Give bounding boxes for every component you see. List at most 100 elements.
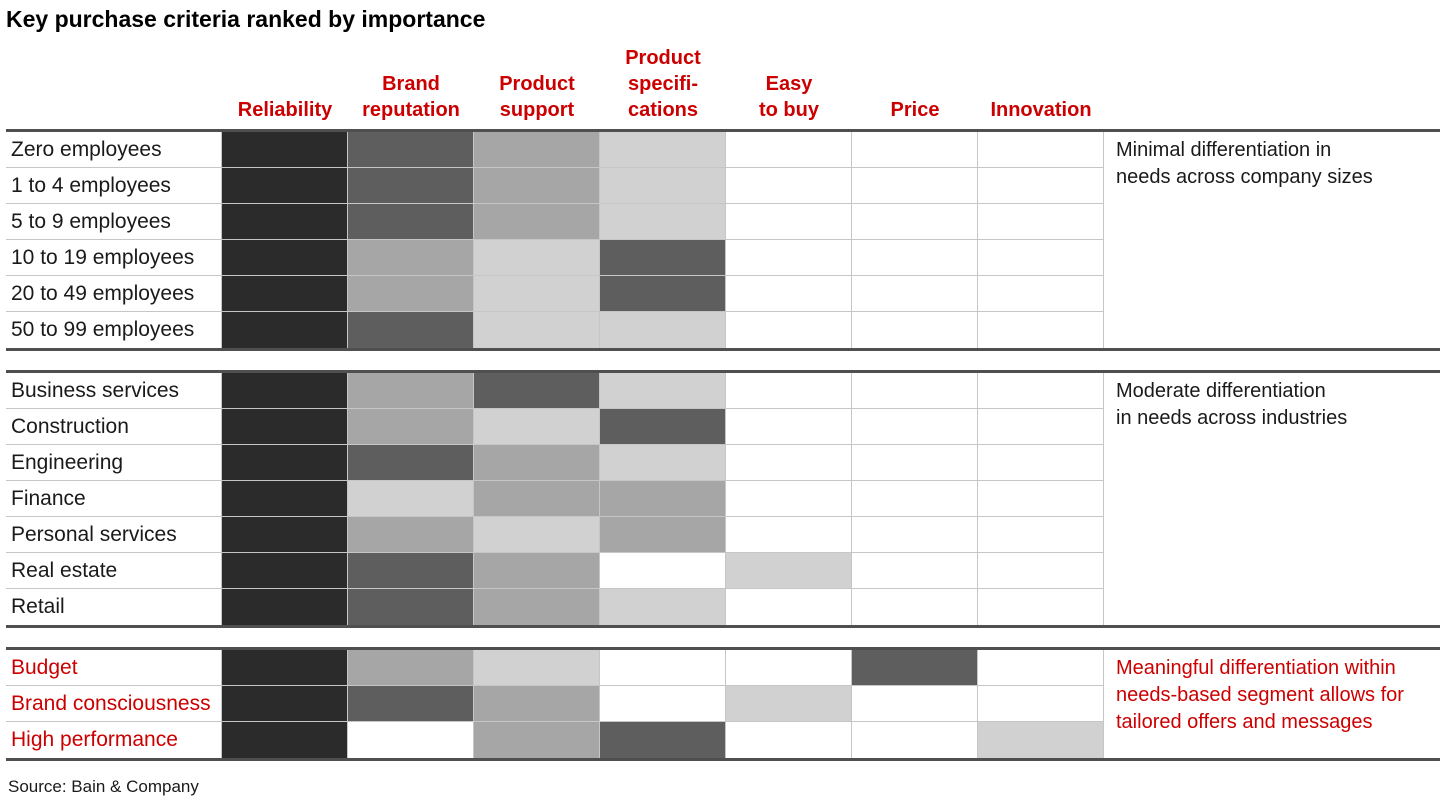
importance-cell [978,481,1104,517]
importance-cell [600,240,726,276]
importance-cell [852,409,978,445]
importance-cell [978,204,1104,240]
row-label: 10 to 19 employees [6,240,222,276]
importance-cell [348,481,474,517]
importance-cell [978,553,1104,589]
importance-cell [852,445,978,481]
source: Source: Bain & Company [8,777,199,796]
importance-cell [978,650,1104,686]
importance-cell [474,650,600,686]
importance-cell [222,240,348,276]
importance-cell [852,686,978,722]
importance-cell [726,481,852,517]
importance-cell [474,276,600,312]
importance-cell [978,240,1104,276]
importance-cell [978,312,1104,348]
importance-cell [600,312,726,348]
row-label: Real estate [6,553,222,589]
importance-cell [222,373,348,409]
importance-cell [474,240,600,276]
importance-cell [348,517,474,553]
row-label: Zero employees [6,132,222,168]
importance-cell [474,132,600,168]
importance-cell [726,650,852,686]
importance-cell [600,409,726,445]
importance-cell [474,373,600,409]
importance-cell [348,132,474,168]
importance-cell [222,168,348,204]
importance-cell [348,276,474,312]
group-annotation: Minimal differentiation in needs across … [1116,139,1373,188]
importance-cell [222,445,348,481]
row-label: Business services [6,373,222,409]
importance-cell [222,409,348,445]
importance-cell [222,204,348,240]
importance-cell [978,517,1104,553]
column-header-easy-to-buy: Easy to buy [759,73,819,121]
importance-cell [348,445,474,481]
importance-cell [726,276,852,312]
importance-cell [726,553,852,589]
column-header-brand-reputation: Brand reputation [362,73,460,121]
row-label: Finance [6,481,222,517]
column-header-reliability: Reliability [237,99,333,121]
importance-cell [726,686,852,722]
importance-cell [474,517,600,553]
row-label: Brand consciousness [6,686,222,722]
importance-cell [348,168,474,204]
importance-cell [222,517,348,553]
importance-cell [348,553,474,589]
importance-cell [600,553,726,589]
importance-cell [726,373,852,409]
importance-cell [600,589,726,625]
importance-cell [222,481,348,517]
importance-cell [474,553,600,589]
importance-cell [852,517,978,553]
importance-cell [222,276,348,312]
importance-cell [222,312,348,348]
importance-cell [978,373,1104,409]
importance-cell [474,168,600,204]
column-header-product-support: Product support [499,73,575,121]
importance-cell [348,650,474,686]
importance-cell [474,589,600,625]
heatmap-body: Minimal differentiation in needs across … [6,129,1440,761]
importance-cell [978,686,1104,722]
importance-cell [348,204,474,240]
importance-cell [222,589,348,625]
row-label: Engineering [6,445,222,481]
importance-cell [726,409,852,445]
importance-cell [222,650,348,686]
group-needs-based-segments: Meaningful differentiation within needs-… [6,647,1440,761]
importance-cell [222,722,348,758]
importance-cell [600,722,726,758]
importance-cell [348,686,474,722]
importance-cell [726,204,852,240]
group-annotation: Moderate differentiation in needs across… [1116,380,1348,429]
importance-cell [978,409,1104,445]
importance-cell [852,650,978,686]
importance-cell [978,722,1104,758]
importance-cell [474,445,600,481]
importance-cell [348,312,474,348]
row-label: Budget [6,650,222,686]
importance-cell [348,409,474,445]
importance-cell [852,168,978,204]
importance-cell [600,276,726,312]
importance-cell [726,722,852,758]
importance-cell [852,481,978,517]
importance-cell [600,168,726,204]
row-label: Construction [6,409,222,445]
importance-cell [474,312,600,348]
importance-cell [600,481,726,517]
importance-cell [600,686,726,722]
row-label: 5 to 9 employees [6,204,222,240]
importance-cell [726,312,852,348]
importance-cell [600,445,726,481]
importance-cell [600,373,726,409]
row-label: Retail [6,589,222,625]
importance-cell [852,722,978,758]
importance-cell [222,553,348,589]
row-label: High performance [6,722,222,758]
